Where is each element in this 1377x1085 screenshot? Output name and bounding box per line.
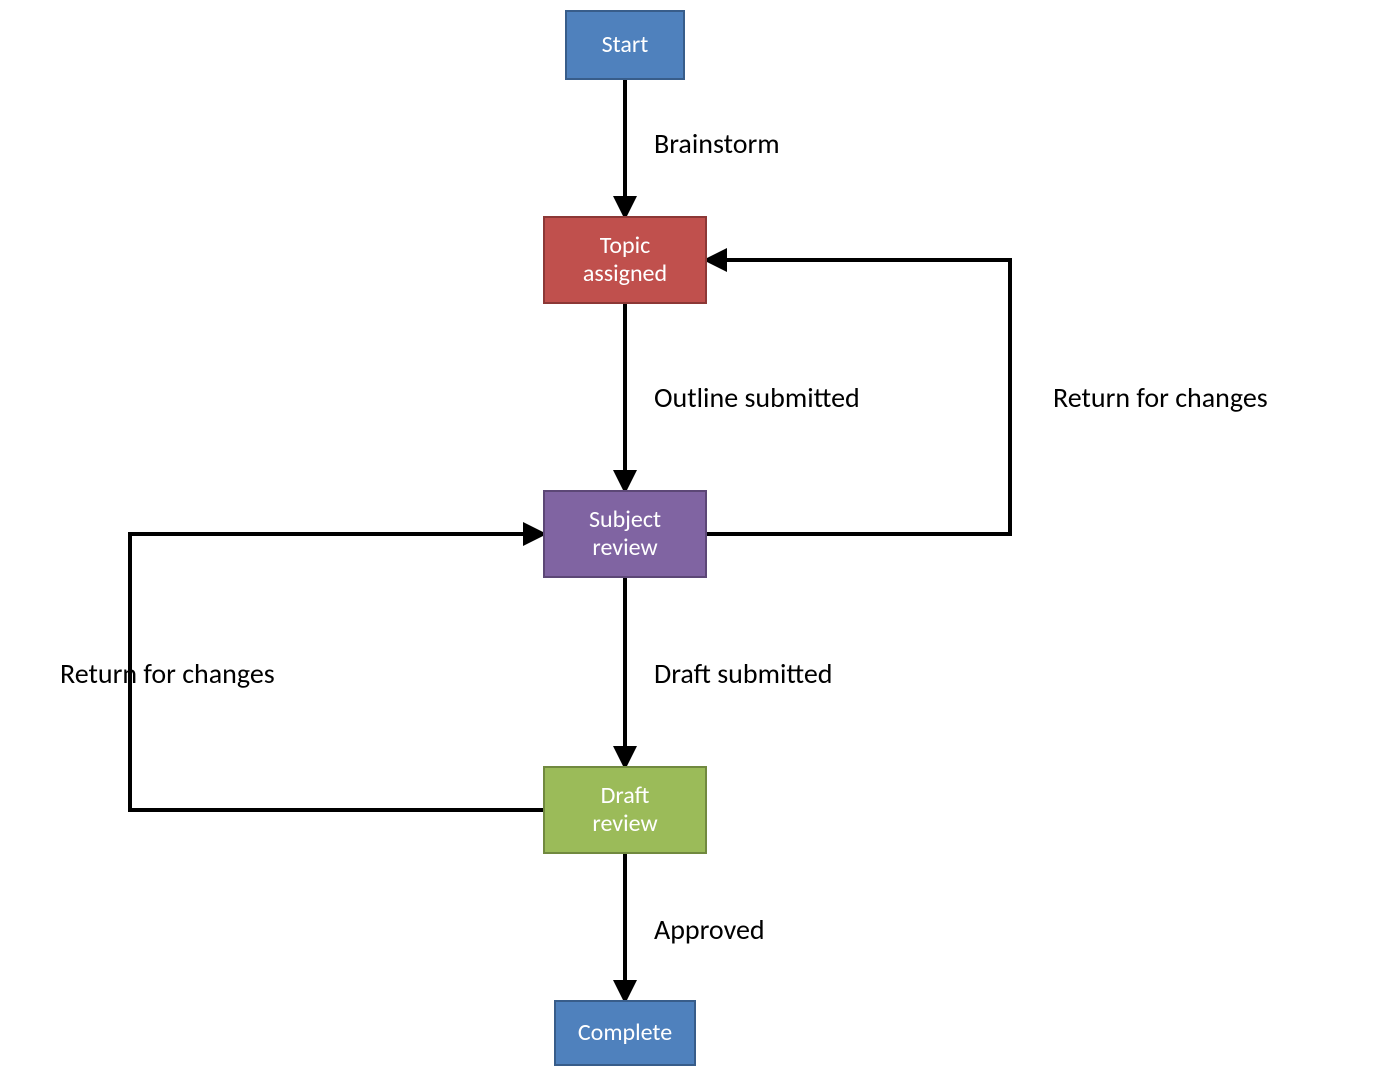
edge-label-e-outline: Outline submitted (654, 380, 860, 415)
edge-label-e-approved: Approved (654, 912, 765, 947)
edge-label-e-return-left: Return for changes (60, 656, 275, 691)
node-start: Start (565, 10, 685, 80)
edge-label-e-brainstorm: Brainstorm (654, 126, 780, 161)
node-subject: Subjectreview (543, 490, 707, 578)
node-complete: Complete (554, 1000, 696, 1066)
edge-label-e-return-up: Return for changes (1053, 380, 1268, 415)
node-draft: Draftreview (543, 766, 707, 854)
edge-label-e-draft: Draft submitted (654, 656, 833, 691)
node-topic: Topicassigned (543, 216, 707, 304)
